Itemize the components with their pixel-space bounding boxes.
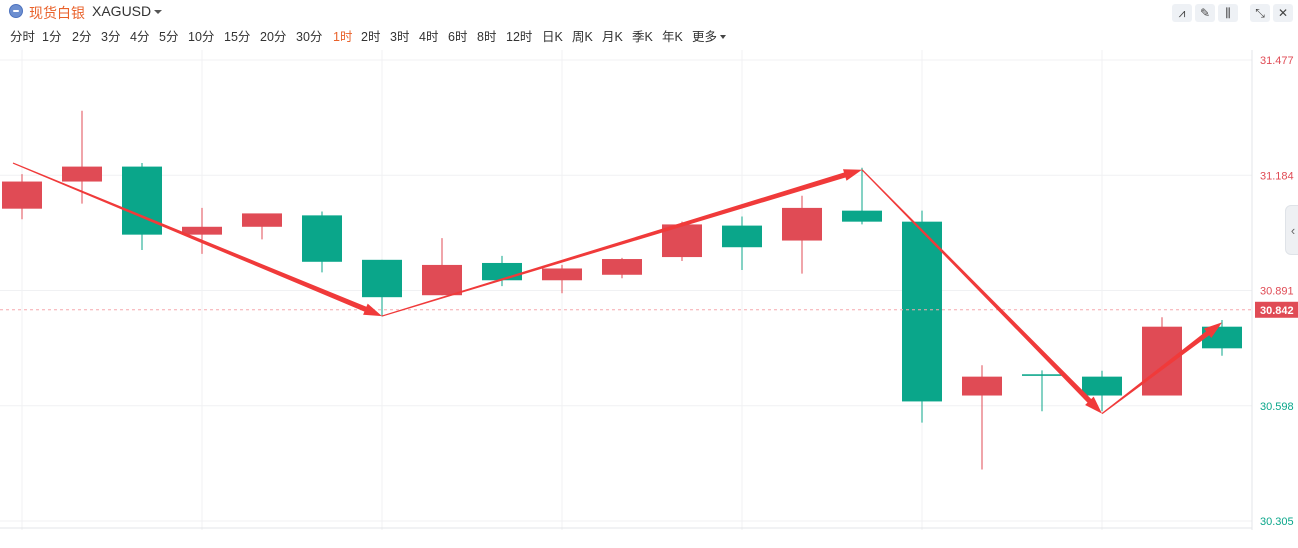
period-tab[interactable]: 10分 (188, 30, 215, 44)
pencil-icon: ✎ (1199, 6, 1211, 20)
y-axis-tick-label: 31.477 (1260, 55, 1294, 67)
period-tab[interactable]: 3时 (390, 30, 410, 44)
chevron-left-icon: ‹ (1290, 223, 1296, 238)
candle-body (842, 210, 882, 222)
trend-arrow (1101, 322, 1222, 415)
candle-body (482, 262, 522, 281)
close-button[interactable]: ✕ (1273, 4, 1293, 22)
current-price-label: 30.842 (1260, 305, 1294, 317)
period-tab[interactable]: 30分 (296, 30, 323, 44)
current-price-tag (1255, 301, 1298, 318)
period-tab[interactable]: 3分 (101, 30, 121, 44)
period-tab[interactable]: 12时 (506, 30, 533, 44)
period-tab[interactable]: 更多 (692, 30, 718, 44)
symbol-code[interactable]: XAGUSD (92, 3, 152, 19)
period-tab[interactable]: 15分 (224, 30, 251, 44)
side-panel-toggle[interactable]: ‹ (1285, 205, 1298, 255)
candle-body (122, 166, 162, 235)
period-tab[interactable]: 周K (572, 30, 593, 44)
candle-body (2, 181, 42, 209)
candle-body (962, 376, 1002, 396)
period-tab[interactable]: 年K (662, 30, 683, 44)
y-axis-tick-label: 30.891 (1260, 286, 1294, 298)
period-tab[interactable]: 1时 (333, 30, 353, 44)
draw-tool-button[interactable]: ✎ (1195, 4, 1215, 22)
period-tab[interactable]: 日K (542, 30, 563, 44)
candle-body (62, 166, 102, 182)
candle-body (362, 259, 402, 298)
candle-body (1142, 326, 1182, 396)
candle-body (902, 221, 942, 402)
trend-arrow (861, 169, 1102, 414)
close-icon: ✕ (1277, 6, 1289, 20)
candlestick-icon: ⫼ (1225, 6, 1231, 20)
candlestick-chart[interactable]: 31.477 31.184 30.891 30.598 30.305 30.842 (0, 50, 1298, 540)
period-tab[interactable]: 20分 (260, 30, 287, 44)
candle-body (602, 259, 642, 275)
candle-body (782, 207, 822, 241)
period-tab[interactable]: 分时 (10, 30, 36, 44)
candle-body (722, 225, 762, 248)
more-chevron-down-icon[interactable] (720, 35, 726, 39)
candle-body (242, 213, 282, 227)
period-tab[interactable]: 4时 (419, 30, 439, 44)
candle-body (1022, 374, 1062, 376)
period-tab[interactable]: 2分 (72, 30, 92, 44)
trend-arrow (381, 169, 862, 317)
line-chart-icon: ⩘ (1178, 6, 1186, 20)
candle-body (1082, 376, 1122, 396)
symbol-name[interactable]: 现货白银 (29, 5, 85, 21)
y-axis-tick-label: 31.184 (1260, 170, 1294, 182)
candle-body (302, 215, 342, 262)
period-tab[interactable]: 4分 (130, 30, 150, 44)
period-tab[interactable]: 5分 (159, 30, 179, 44)
period-tab[interactable]: 8时 (477, 30, 497, 44)
candle-body (182, 226, 222, 235)
period-tab[interactable]: 2时 (361, 30, 381, 44)
period-tab[interactable]: 月K (602, 30, 623, 44)
chart-type-button[interactable]: ⫼ (1218, 4, 1238, 22)
period-tab[interactable]: 6时 (448, 30, 468, 44)
silver-coin-icon (9, 4, 23, 18)
y-axis-tick-label: 30.598 (1260, 401, 1294, 413)
indicator-tool-button[interactable]: ⩘ (1172, 4, 1192, 22)
candle-body (422, 264, 462, 296)
period-tab[interactable]: 1分 (42, 30, 62, 44)
period-tab[interactable]: 季K (632, 30, 653, 44)
symbol-dropdown-chevron-icon[interactable] (154, 10, 162, 14)
trend-arrow (12, 162, 383, 317)
y-axis-tick-label: 30.305 (1260, 516, 1294, 528)
fullscreen-button[interactable]: ⤡ (1250, 4, 1270, 22)
candle-body (542, 268, 582, 281)
collapse-arrows-icon: ⤡ (1255, 6, 1265, 20)
chart-header: 现货白银 XAGUSD ⩘ ✎ ⫼ ⤡ ✕ (0, 0, 1298, 24)
